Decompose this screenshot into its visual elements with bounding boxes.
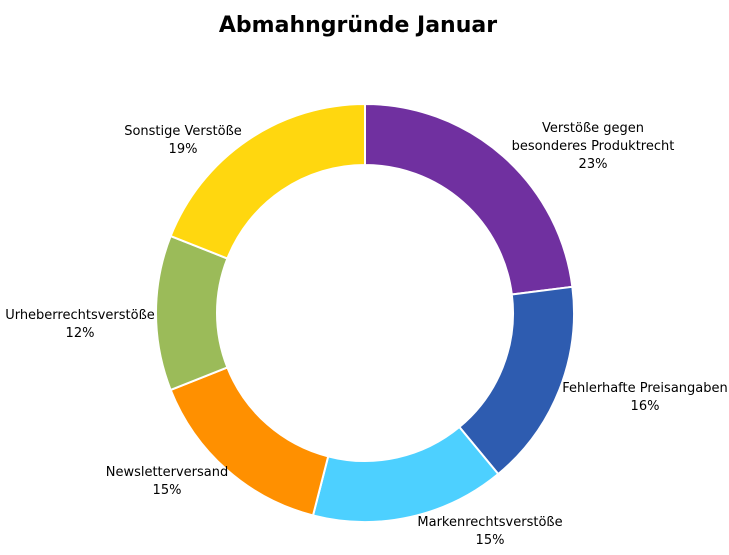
slice-label-newsletterversand: Newsletterversand 15% bbox=[106, 465, 229, 498]
slice-markenrechtsverstoesse bbox=[311, 425, 500, 523]
slice-urheberrechtsverstoesse bbox=[155, 234, 229, 392]
slice-labels: Verstöße gegen besonderes Produktrecht 23%… bbox=[5, 121, 728, 548]
slice-label-urheberrechtsverstoesse: Urheberrechtsverstöße 12% bbox=[5, 308, 155, 341]
slice-newsletterversand bbox=[169, 366, 330, 517]
chart-title: Abmahngründe Januar bbox=[219, 13, 497, 38]
slice-label-markenrechtsverstoesse: Markenrechtsverstöße 15% bbox=[417, 515, 562, 548]
slice-fehlerhafte-preisangaben bbox=[457, 285, 575, 476]
slice-label-fehlerhafte-preisangaben: Fehlerhafte Preisangaben 16% bbox=[562, 381, 727, 414]
donut-slices bbox=[155, 102, 575, 523]
slice-label-verstoesse-gegen-besonderes-produktrecht: Verstöße gegen besonderes Produktrecht 23% bbox=[512, 121, 675, 172]
slice-label-sonstige-verstoesse: Sonstige Verstöße 19% bbox=[124, 124, 242, 157]
slice-sonstige-verstoesse bbox=[169, 102, 366, 260]
